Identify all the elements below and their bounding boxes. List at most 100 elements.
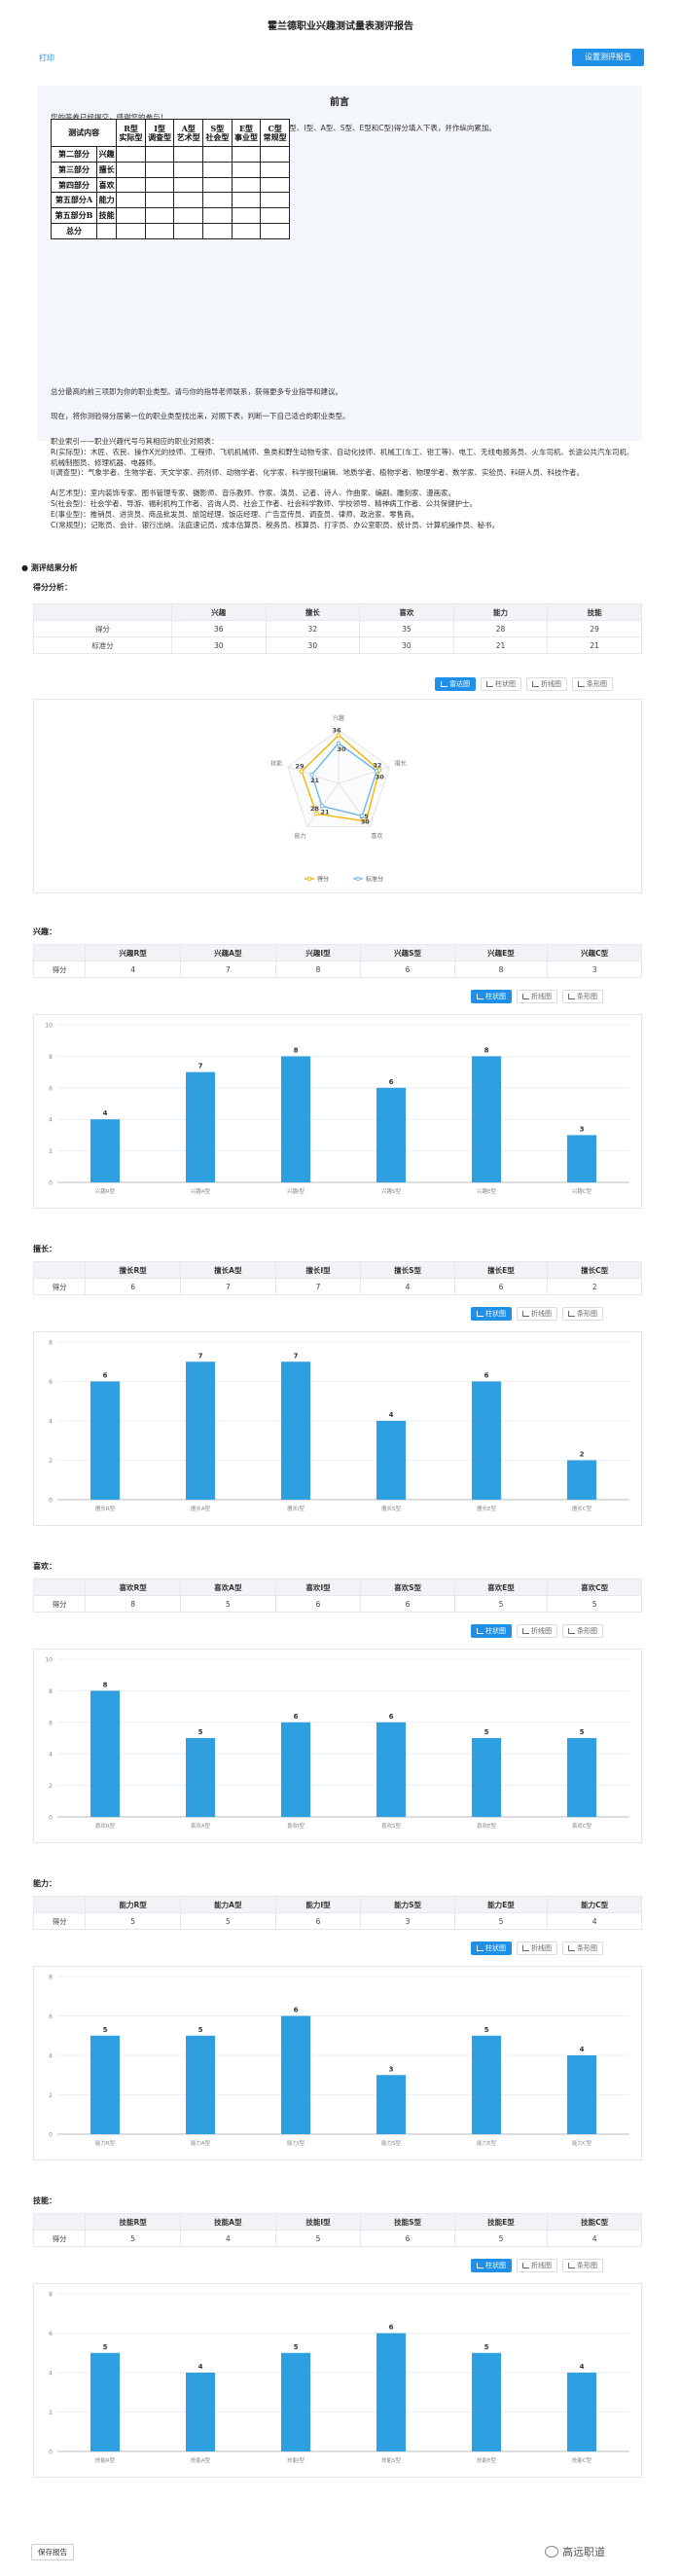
table-cell: 7 <box>179 961 276 978</box>
bar <box>567 1460 596 1500</box>
hbar-chart-button[interactable]: 条形图 <box>572 677 613 691</box>
radar-value-label: 35 <box>360 813 370 820</box>
table-header: 技能C型 <box>547 2213 642 2231</box>
legend-label: 标准分 <box>366 876 383 884</box>
bar <box>281 1361 310 1500</box>
line-chart-button[interactable]: 折线图 <box>517 990 557 1003</box>
table-cell: 4 <box>85 961 181 978</box>
radar-chart-type-switch: 雷达图 柱状图 折线图 条形图 <box>435 677 613 691</box>
x-tick-label: 技能E型 <box>477 2456 496 2464</box>
line-chart-button[interactable]: 折线图 <box>517 1307 557 1321</box>
y-tick-label: 8 <box>49 1688 53 1695</box>
table-header: 擅长E型 <box>453 1261 549 1279</box>
bar-chart-panel: 0 2 4 6 8 5 能力R型 5 能力A型 6 能力I型 3 能力S型 5 能力E型 4 能力C型 <box>33 1966 642 2160</box>
table-header-cell: R型 实际型 <box>116 119 146 147</box>
bar-chart-button[interactable]: 柱状图 <box>481 677 521 691</box>
radar-point <box>299 769 305 774</box>
page-title: 霍兰德职业兴趣测试量表测评报告 <box>268 21 413 32</box>
table-cell: 6 <box>360 2230 455 2247</box>
table-header <box>32 1896 87 1913</box>
x-tick-label: 能力E型 <box>477 2139 496 2147</box>
y-tick-label: 6 <box>49 1379 53 1386</box>
table-header: 喜欢S型 <box>360 1578 455 1596</box>
x-tick-label: 兴趣I型 <box>287 1187 305 1195</box>
hbar-chart-button[interactable]: 条形图 <box>562 990 603 1003</box>
x-tick-label: 兴趣S型 <box>381 1187 401 1195</box>
button-label: 折线图 <box>531 2262 552 2269</box>
table-header: 技能E型 <box>453 2213 549 2231</box>
table-cell: 标准分 <box>33 636 172 654</box>
results-section-label: 测评结果分析 <box>30 563 78 572</box>
hbar-chart-icon <box>568 1945 575 1951</box>
table-header <box>33 603 172 621</box>
hbar-chart-button[interactable]: 条形图 <box>562 1941 603 1955</box>
category-title: 擅长： <box>33 1245 56 1253</box>
bar-value-label: 5 <box>484 2343 489 2351</box>
table-header: 能力A型 <box>179 1896 276 1913</box>
bar-chart-button[interactable]: 柱状图 <box>471 1307 512 1321</box>
y-tick-label: 6 <box>49 1720 53 1726</box>
line-chart-button[interactable]: 折线图 <box>517 1941 557 1955</box>
score-entry-table: 测试内容 R型 实际型 I型 调查型 A型 艺术型 S型 社会型 E型 事业型 … <box>50 119 290 239</box>
bar <box>186 2035 215 2134</box>
radar-value-label: 28 <box>310 805 320 813</box>
table-cell: 5 <box>85 1912 181 1930</box>
bar <box>376 2333 406 2451</box>
category-title: 能力： <box>33 1879 56 1888</box>
line-chart-button[interactable]: 折线图 <box>517 2259 557 2272</box>
bar-chart-panel: 0 2 4 6 8 6 擅长R型 7 擅长A型 7 擅长I型 4 擅长S型 6 擅长E型 2 擅长C型 <box>33 1331 642 1526</box>
bar <box>281 1722 310 1817</box>
y-tick-label: 4 <box>49 1752 53 1759</box>
x-tick-label: 技能C型 <box>572 2456 592 2464</box>
line-chart-button[interactable]: 折线图 <box>526 677 567 691</box>
career-index-s: S(社会型)：社会学者、导游、福利机构工作者、咨询人员、社会工作者、社会科学教师… <box>51 499 478 508</box>
bar-value-label: 5 <box>103 2343 108 2351</box>
save-report-button[interactable]: 保存报告 <box>31 2544 74 2560</box>
button-label: 折线图 <box>531 1627 552 1635</box>
bar <box>281 1056 310 1182</box>
bar-chart-button[interactable]: 柱状图 <box>471 990 512 1003</box>
button-label: 折线图 <box>531 993 552 1000</box>
table-cell: 5 <box>85 2230 181 2247</box>
setup-report-button[interactable]: 设置测评报告 <box>572 49 644 66</box>
radar-indicator-label: 擅长 <box>395 759 407 767</box>
line-chart-button[interactable]: 折线图 <box>517 1624 557 1638</box>
chart-type-switch: 柱状图 折线图 条形图 <box>471 1624 603 1638</box>
hbar-chart-button[interactable]: 条形图 <box>562 1624 603 1638</box>
summary-score-table: 兴趣 擅长 喜欢 能力 技能 得分 36 32 35 28 29 标准分 30 … <box>33 603 642 654</box>
bar-value-label: 6 <box>389 1713 394 1721</box>
button-label: 柱状图 <box>485 2262 506 2269</box>
legend-marker <box>355 876 361 882</box>
x-tick-label: 擅长E型 <box>477 1505 496 1512</box>
y-tick-label: 4 <box>49 1117 53 1124</box>
print-link[interactable]: 打印 <box>39 54 54 62</box>
table-header <box>32 944 87 961</box>
x-tick-label: 兴趣A型 <box>191 1187 211 1195</box>
table-row: 标准分 30 30 30 21 21 <box>33 636 642 654</box>
table-cell: 兴趣 <box>96 146 118 163</box>
table-cell: 第五部分B <box>50 207 98 225</box>
line-chart-icon <box>522 2263 529 2268</box>
hbar-chart-icon <box>568 994 575 999</box>
table-header <box>32 1261 87 1279</box>
x-tick-label: 喜欢E型 <box>477 1822 496 1830</box>
bar-chart-icon <box>477 1945 484 1951</box>
y-tick-label: 0 <box>49 2132 53 2139</box>
table-cell: 5 <box>274 2230 362 2247</box>
bar-chart-button[interactable]: 柱状图 <box>471 1624 512 1638</box>
hbar-chart-button[interactable]: 条形图 <box>562 1307 603 1321</box>
bar-value-label: 4 <box>103 1109 108 1117</box>
x-tick-label: 喜欢R型 <box>95 1822 116 1830</box>
bar-value-label: 6 <box>389 1078 394 1086</box>
bar <box>90 2352 120 2451</box>
bar-chart-button[interactable]: 柱状图 <box>471 1941 512 1955</box>
bar <box>472 2035 501 2134</box>
hbar-chart-icon <box>568 1311 575 1317</box>
bar <box>90 1690 120 1817</box>
hbar-chart-button[interactable]: 条形图 <box>562 2259 603 2272</box>
radar-chart-button[interactable]: 雷达图 <box>435 677 476 691</box>
y-tick-label: 10 <box>45 1657 53 1664</box>
bar-chart-button[interactable]: 柱状图 <box>471 2259 512 2272</box>
preface-title: 前言 <box>330 97 349 108</box>
table-cell: 5 <box>453 2230 549 2247</box>
